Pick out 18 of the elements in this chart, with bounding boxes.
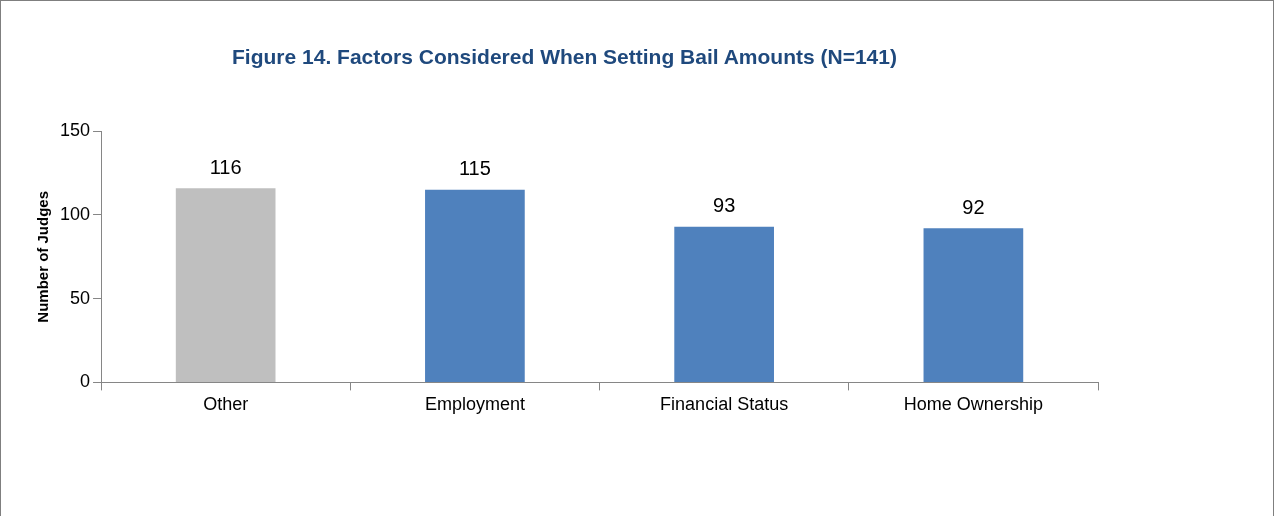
y-tick-label: 0 [80, 371, 91, 392]
data-label: 115 [458, 157, 491, 180]
y-tick-label: 150 [59, 120, 91, 141]
x-tick-label: Other [203, 394, 249, 415]
bar [923, 228, 1024, 382]
bar [175, 188, 276, 382]
chart-title: Figure 14. Factors Considered When Setting Bail Amounts (N=141) [232, 45, 897, 69]
data-label: 92 [962, 195, 985, 218]
y-tick-label: 50 [70, 287, 91, 308]
y-axis-title: Number of Judges [34, 190, 52, 323]
data-label: 116 [209, 155, 242, 178]
bar [425, 189, 525, 382]
y-tick-label: 100 [59, 203, 91, 224]
bar [674, 226, 774, 382]
x-tick-label: Financial Status [660, 394, 789, 415]
data-label: 93 [713, 194, 736, 217]
x-tick-label: Home Ownership [903, 394, 1043, 415]
x-tick-label: Employment [424, 394, 525, 415]
